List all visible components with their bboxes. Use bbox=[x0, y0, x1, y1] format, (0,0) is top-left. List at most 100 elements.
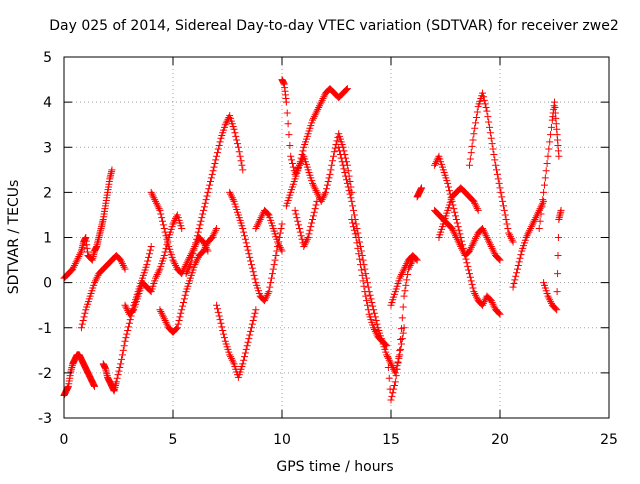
data-point bbox=[400, 292, 408, 300]
data-point bbox=[535, 206, 543, 214]
data-point bbox=[350, 206, 358, 214]
data-point bbox=[448, 224, 456, 232]
data-point bbox=[457, 243, 465, 251]
data-point bbox=[213, 305, 221, 313]
data-point bbox=[453, 235, 461, 243]
data-point bbox=[497, 188, 505, 196]
data-point bbox=[160, 315, 168, 323]
data-point bbox=[247, 261, 255, 269]
data-point bbox=[197, 217, 205, 225]
data-point bbox=[186, 262, 194, 270]
data-point bbox=[121, 265, 129, 273]
data-point bbox=[328, 161, 336, 169]
data-point bbox=[349, 219, 357, 227]
data-point bbox=[264, 289, 272, 297]
data-point bbox=[201, 199, 209, 207]
data-point bbox=[237, 157, 245, 165]
data-point bbox=[162, 318, 170, 326]
data-point bbox=[486, 295, 494, 303]
data-point bbox=[299, 154, 307, 162]
data-point bbox=[351, 230, 359, 238]
data-point bbox=[473, 108, 481, 116]
series-arc-j bbox=[226, 188, 286, 305]
data-point bbox=[370, 309, 378, 317]
data-point bbox=[191, 243, 199, 251]
data-point bbox=[250, 271, 258, 279]
x-tick-label: 15 bbox=[382, 432, 400, 448]
data-point bbox=[247, 257, 255, 265]
data-point bbox=[554, 270, 562, 278]
data-point bbox=[225, 113, 233, 121]
data-point bbox=[198, 236, 206, 244]
data-point bbox=[213, 301, 221, 309]
data-point bbox=[311, 111, 319, 119]
data-point bbox=[355, 250, 363, 258]
data-point bbox=[481, 100, 489, 108]
data-point bbox=[395, 353, 403, 361]
data-point bbox=[245, 335, 253, 343]
data-point bbox=[472, 113, 480, 121]
data-point bbox=[91, 279, 99, 287]
data-point bbox=[494, 175, 502, 183]
data-point bbox=[357, 266, 365, 274]
data-point bbox=[311, 185, 319, 193]
series-arc-u bbox=[435, 184, 482, 241]
data-point bbox=[239, 360, 247, 368]
data-point bbox=[163, 320, 171, 328]
data-point bbox=[277, 245, 285, 253]
data-point bbox=[515, 258, 523, 266]
data-point bbox=[162, 232, 170, 240]
data-point bbox=[445, 187, 453, 195]
data-point bbox=[302, 239, 310, 247]
data-point bbox=[303, 235, 311, 243]
data-point bbox=[199, 210, 207, 218]
data-point bbox=[499, 197, 507, 205]
data-point bbox=[246, 331, 254, 339]
data-point bbox=[152, 274, 160, 282]
data-point bbox=[200, 203, 208, 211]
data-point bbox=[493, 170, 501, 178]
data-point bbox=[512, 272, 520, 280]
data-point bbox=[501, 211, 509, 219]
data-point bbox=[72, 258, 80, 266]
data-point bbox=[192, 239, 200, 247]
data-point bbox=[239, 224, 247, 232]
data-point bbox=[481, 230, 489, 238]
data-point bbox=[74, 254, 82, 262]
data-point bbox=[209, 167, 217, 175]
data-point bbox=[234, 143, 242, 151]
data-point bbox=[170, 218, 178, 226]
data-point bbox=[309, 116, 317, 124]
data-point bbox=[331, 144, 339, 152]
data-point bbox=[473, 205, 481, 213]
data-point bbox=[207, 174, 215, 182]
data-point bbox=[373, 320, 381, 328]
data-point bbox=[358, 252, 366, 260]
data-point bbox=[471, 124, 479, 132]
data-point bbox=[70, 263, 78, 271]
data-point bbox=[489, 300, 497, 308]
data-point bbox=[128, 308, 136, 316]
data-point bbox=[342, 86, 350, 94]
data-point bbox=[215, 141, 223, 149]
data-point bbox=[452, 212, 460, 220]
data-point bbox=[181, 291, 189, 299]
data-point bbox=[212, 226, 220, 234]
data-point bbox=[403, 260, 411, 268]
data-point bbox=[479, 89, 487, 97]
data-point bbox=[483, 107, 491, 115]
data-point bbox=[551, 304, 559, 312]
data-point bbox=[272, 252, 280, 260]
data-point bbox=[277, 224, 285, 232]
data-point bbox=[468, 196, 476, 204]
data-point bbox=[284, 120, 292, 128]
data-point bbox=[155, 205, 163, 213]
data-point bbox=[208, 170, 216, 178]
y-tick-label: -3 bbox=[38, 411, 52, 427]
data-point bbox=[472, 234, 480, 242]
data-point bbox=[262, 293, 270, 301]
data-point bbox=[398, 269, 406, 277]
data-point bbox=[246, 253, 254, 261]
data-point bbox=[315, 104, 323, 112]
data-point bbox=[214, 145, 222, 153]
